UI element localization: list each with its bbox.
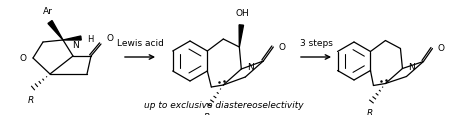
Text: N: N: [247, 63, 254, 72]
Text: 3 steps: 3 steps: [299, 39, 332, 48]
Text: O: O: [106, 34, 113, 43]
Text: H: H: [87, 34, 93, 43]
Polygon shape: [63, 37, 81, 41]
Text: Ar: Ar: [43, 7, 53, 16]
Text: O: O: [437, 44, 445, 53]
Text: O: O: [19, 54, 26, 63]
Text: R: R: [204, 112, 211, 115]
Text: Lewis acid: Lewis acid: [117, 39, 163, 48]
Text: R: R: [366, 109, 373, 115]
Polygon shape: [239, 26, 243, 48]
Text: OH: OH: [235, 9, 249, 18]
Text: O: O: [278, 42, 285, 51]
Text: N: N: [72, 41, 79, 50]
Text: N: N: [409, 62, 415, 71]
Polygon shape: [48, 21, 63, 41]
Text: R: R: [28, 95, 34, 104]
Text: up to exclusive diastereoselectivity: up to exclusive diastereoselectivity: [144, 100, 304, 109]
